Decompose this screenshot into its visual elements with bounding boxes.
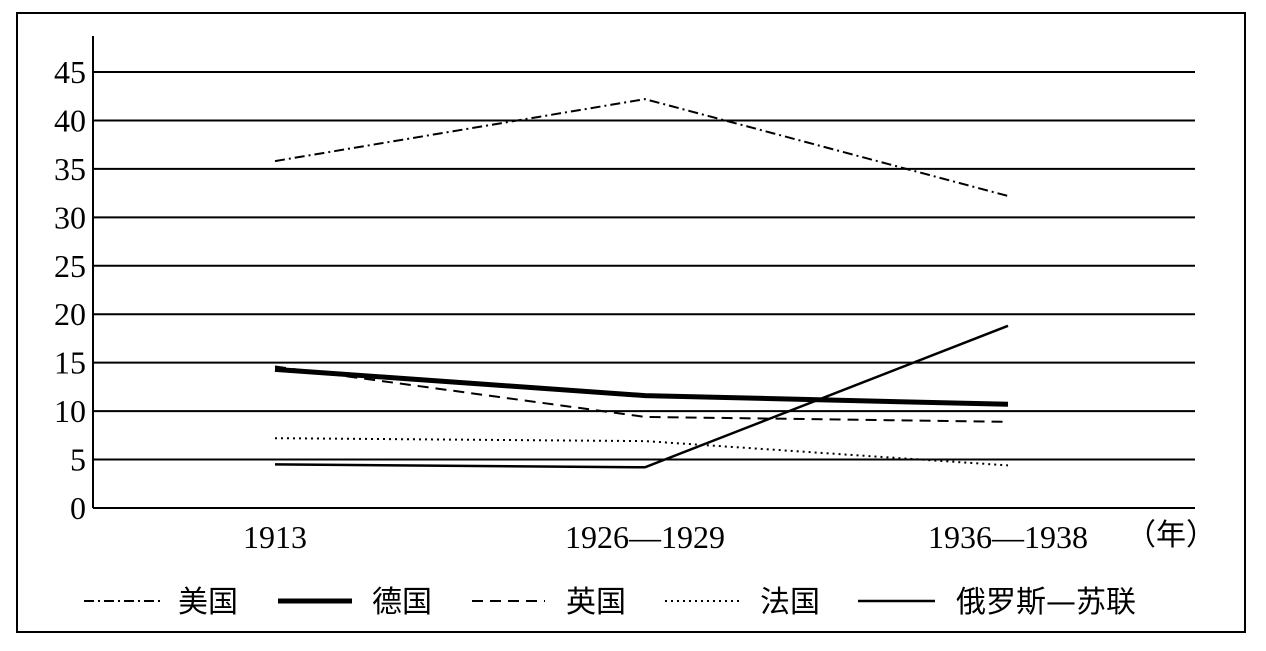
legend-label-0: 美国 [178,585,238,620]
series-line-0 [274,98,1009,197]
legend-label-1: 德国 [372,585,432,620]
y-tick-label-10: 10 [54,393,86,429]
y-tick-label-45: 45 [54,54,86,90]
chart-frame [16,12,1246,633]
x-tick-label-2: 1936—1938 [928,519,1088,555]
y-tick-label-5: 5 [70,442,86,478]
series-line-1 [274,366,1009,407]
y-tick-label-20: 20 [54,296,86,332]
y-tick-label-25: 25 [54,248,86,284]
y-tick-label-40: 40 [54,102,86,138]
series-line-2 [274,365,1009,423]
y-tick-label-0: 0 [70,490,86,526]
y-tick-label-15: 15 [54,345,86,381]
series-line-4 [274,324,1009,469]
x-tick-label-0: 1913 [243,519,307,555]
legend-label-4: 俄罗斯—苏联 [956,585,1136,620]
y-tick-label-30: 30 [54,199,86,235]
x-tick-label-1: 1926—1929 [565,519,725,555]
series-line-3 [274,437,1009,467]
x-unit-label: （年） [1126,518,1216,553]
legend-label-3: 法国 [760,585,820,620]
y-tick-label-35: 35 [54,151,86,187]
legend-label-2: 英国 [566,585,626,620]
